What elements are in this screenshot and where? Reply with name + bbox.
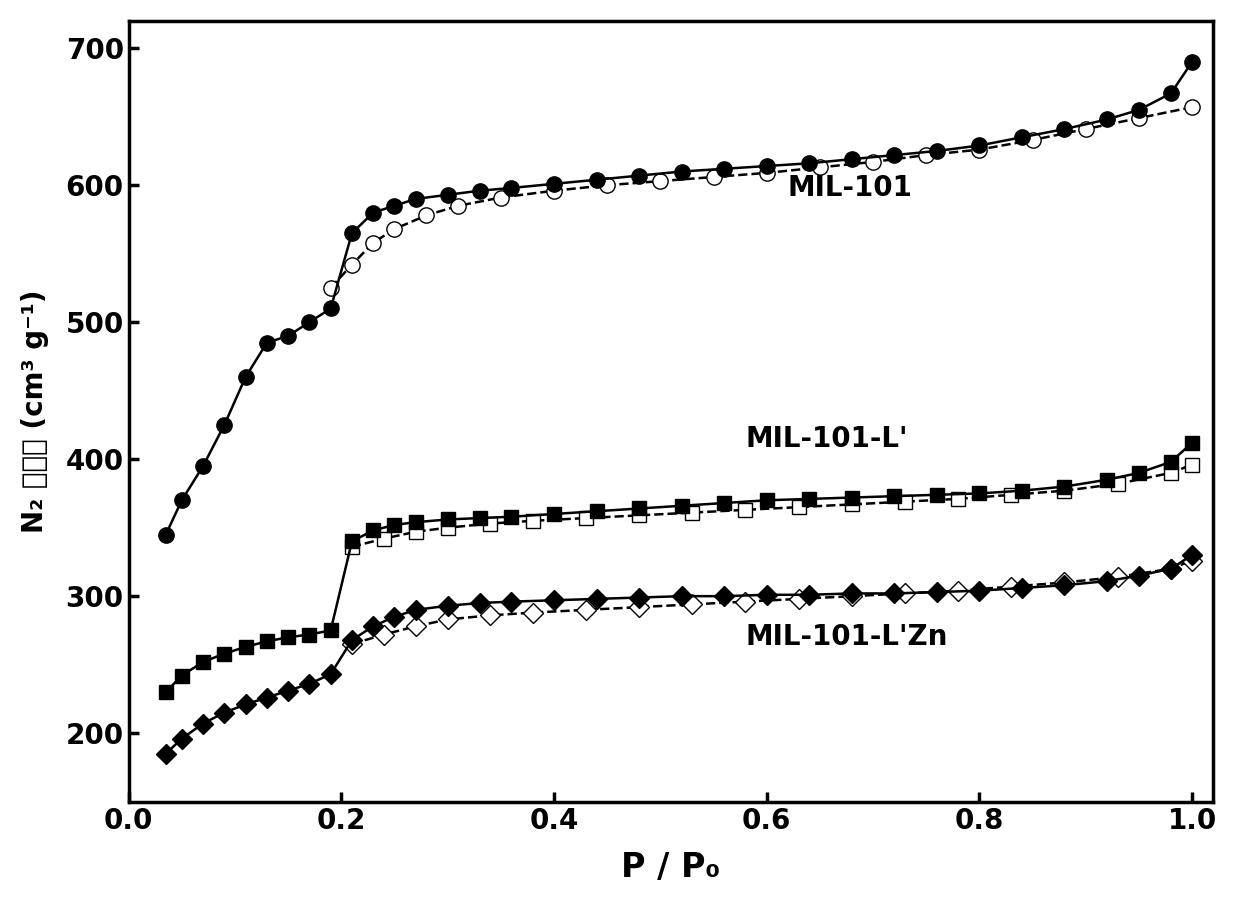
Text: MIL-101: MIL-101 (787, 174, 913, 202)
Text: MIL-101-L': MIL-101-L' (745, 424, 908, 452)
X-axis label: P / P₀: P / P₀ (621, 852, 720, 884)
Y-axis label: N₂ 吸附量 (cm³ g⁻¹): N₂ 吸附量 (cm³ g⁻¹) (21, 290, 48, 533)
Text: MIL-101-L'Zn: MIL-101-L'Zn (745, 624, 947, 652)
